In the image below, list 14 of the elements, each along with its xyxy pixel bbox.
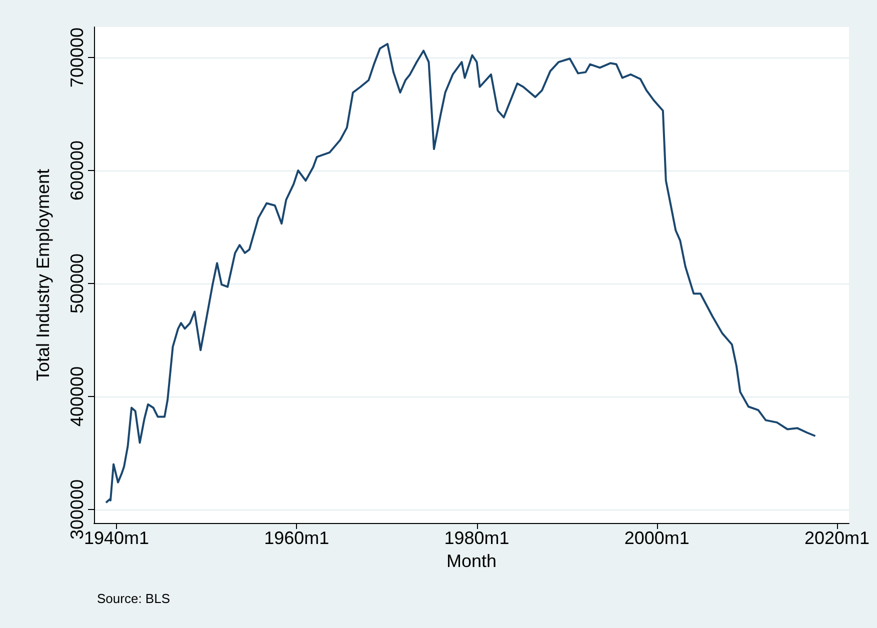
x-axis-title: Month	[446, 550, 497, 571]
y-tick-label: 600000	[67, 140, 87, 201]
y-tick-label: 700000	[67, 27, 87, 88]
line-series	[105, 42, 816, 504]
y-tick-label: 400000	[67, 366, 87, 426]
x-tick-label: 1980m1	[444, 528, 510, 548]
y-axis-title: Total Industry Employment	[33, 168, 53, 382]
y-tick-label: 300000	[67, 479, 87, 540]
source-note: Source: BLS	[97, 591, 170, 606]
x-tick-label: 1940m1	[84, 528, 150, 548]
x-tick-label: 1960m1	[264, 528, 330, 548]
x-tick-label: 2000m1	[624, 528, 690, 548]
y-tick-label: 500000	[67, 253, 87, 314]
x-tick-label: 2020m1	[804, 528, 870, 548]
